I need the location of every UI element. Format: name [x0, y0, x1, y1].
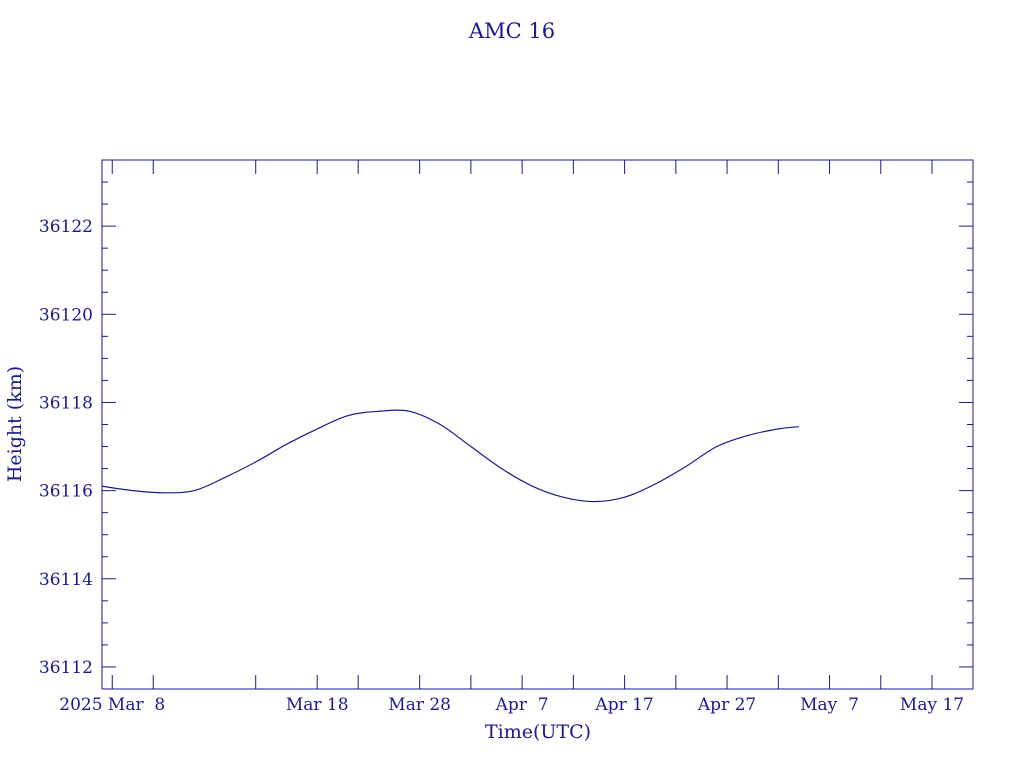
series-line [101, 409, 799, 503]
x-tick-label: Mar 28 [388, 695, 451, 715]
x-tick-label: Apr 7 [495, 695, 549, 715]
x-axis: 2025 Mar 8 Mar 18 Mar 28 Apr 7 Apr 17 Apr 27 M… [59, 160, 964, 715]
chart-title: AMC 16 [468, 19, 555, 43]
y-tick-label: 36118 [39, 393, 93, 413]
x-axis-label: Time(UTC) [485, 721, 591, 743]
x-tick-label: Apr 27 [697, 695, 756, 715]
y-tick-label: 36112 [39, 658, 93, 678]
y-tick-label: 36122 [39, 217, 93, 237]
y-tick-label: 36116 [39, 482, 93, 502]
y-axis: 36112 36114 36116 36118 36120 36122 [39, 159, 973, 678]
x-tick-label: May 17 [900, 695, 964, 715]
y-tick-label: 36114 [39, 570, 93, 590]
x-tick-label: Apr 17 [594, 695, 653, 715]
y-tick-label: 36120 [39, 305, 93, 325]
x-tick-label: 2025 Mar 8 [59, 695, 165, 715]
plot-frame [101, 159, 974, 690]
x-tick-label: May 7 [800, 695, 859, 715]
x-tick-label: Mar 18 [286, 695, 349, 715]
y-axis-label: Height (km) [4, 366, 26, 482]
